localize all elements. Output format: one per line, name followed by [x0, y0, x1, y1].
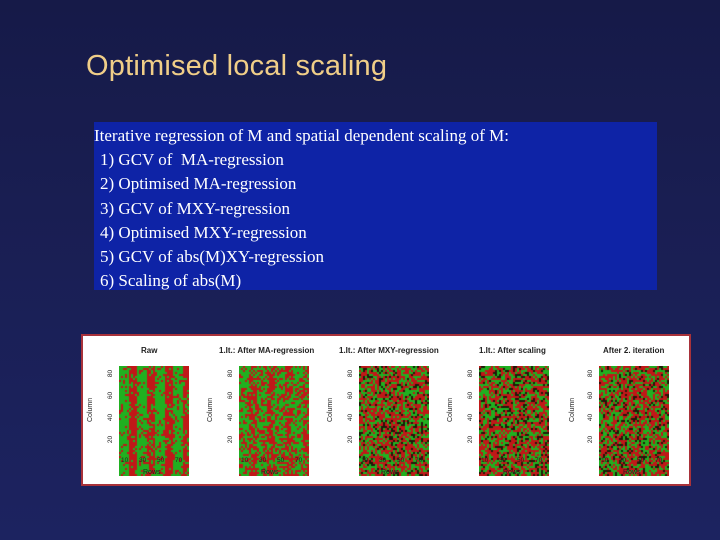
y-tick-label: 40 — [347, 413, 355, 422]
slide-title: Optimised local scaling — [86, 50, 388, 82]
y-tick-label: 80 — [227, 369, 235, 378]
x-tick-label: 10 — [481, 457, 489, 464]
x-axis-label: Rows — [503, 469, 521, 476]
y-tick-label: 40 — [467, 413, 475, 422]
heatmap-panel — [599, 366, 669, 476]
x-tick-label: 30 — [259, 457, 267, 464]
panel-title: 1.It.: After scaling — [479, 346, 546, 355]
y-axis-label: Column — [207, 397, 214, 422]
x-tick-label: 50 — [517, 457, 525, 464]
x-tick-label: 50 — [397, 457, 405, 464]
x-tick-label: 70 — [415, 457, 423, 464]
list-item: 5) GCV of abs(M)XY-regression — [100, 247, 324, 267]
list-item: 4) Optimised MXY-regression — [100, 222, 307, 242]
y-tick-label: 40 — [227, 413, 235, 422]
x-axis-label: Rows — [143, 469, 161, 476]
y-tick-label: 60 — [467, 391, 475, 400]
y-tick-label: 20 — [227, 435, 235, 444]
y-tick-label: 60 — [347, 391, 355, 400]
y-tick-label: 80 — [347, 369, 355, 378]
x-tick-label: 50 — [157, 457, 165, 464]
x-tick-label: 10 — [361, 457, 369, 464]
x-tick-label: 30 — [139, 457, 147, 464]
x-tick-label: 30 — [499, 457, 507, 464]
y-axis-label: Column — [87, 397, 94, 422]
y-tick-label: 20 — [107, 435, 115, 444]
heatmap-panel — [479, 366, 549, 476]
x-tick-label: 70 — [655, 457, 663, 464]
panel-title: Raw — [141, 346, 158, 355]
panel-title: After 2. iteration — [603, 346, 665, 355]
x-tick-label: 10 — [601, 457, 609, 464]
heatmap-panel — [239, 366, 309, 476]
heatmap-figure: Raw 1.It.: After MA-regression 1.It.: Af… — [81, 334, 691, 486]
x-axis-label: Rows — [261, 469, 279, 476]
y-tick-label: 60 — [587, 391, 595, 400]
y-tick-label: 80 — [467, 369, 475, 378]
list-item: 6) Scaling of abs(M) — [100, 271, 242, 291]
y-tick-label: 20 — [347, 435, 355, 444]
x-tick-label: 30 — [619, 457, 627, 464]
x-axis-label: Rows — [381, 469, 399, 476]
list-item: 1) GCV of MA-regression — [100, 150, 284, 170]
y-tick-label: 60 — [107, 391, 115, 400]
heatmap-panel — [119, 366, 189, 476]
y-tick-label: 20 — [467, 435, 475, 444]
y-tick-label: 80 — [587, 369, 595, 378]
list-item: 3) GCV of MXY-regression — [100, 198, 290, 218]
y-tick-label: 40 — [587, 413, 595, 422]
x-tick-label: 50 — [637, 457, 645, 464]
y-tick-label: 80 — [107, 369, 115, 378]
x-axis-label: Rows — [623, 469, 641, 476]
x-tick-label: 10 — [241, 457, 249, 464]
y-axis-label: Column — [447, 397, 454, 422]
text-box: Iterative regression of M and spatial de… — [94, 122, 657, 290]
x-tick-label: 50 — [277, 457, 285, 464]
heatmap-panel — [359, 366, 429, 476]
y-tick-label: 20 — [587, 435, 595, 444]
x-tick-label: 10 — [121, 457, 129, 464]
list-item: 2) Optimised MA-regression — [100, 174, 297, 194]
x-tick-label: 70 — [535, 457, 543, 464]
y-tick-label: 60 — [227, 391, 235, 400]
x-tick-label: 70 — [295, 457, 303, 464]
x-tick-label: 30 — [379, 457, 387, 464]
intro-text: Iterative regression of M and spatial de… — [94, 126, 509, 145]
panel-title: 1.It.: After MXY-regression — [339, 346, 439, 355]
y-axis-label: Column — [569, 397, 576, 422]
y-axis-label: Column — [327, 397, 334, 422]
y-tick-label: 40 — [107, 413, 115, 422]
x-tick-label: 70 — [175, 457, 183, 464]
panel-title: 1.It.: After MA-regression — [219, 346, 315, 355]
